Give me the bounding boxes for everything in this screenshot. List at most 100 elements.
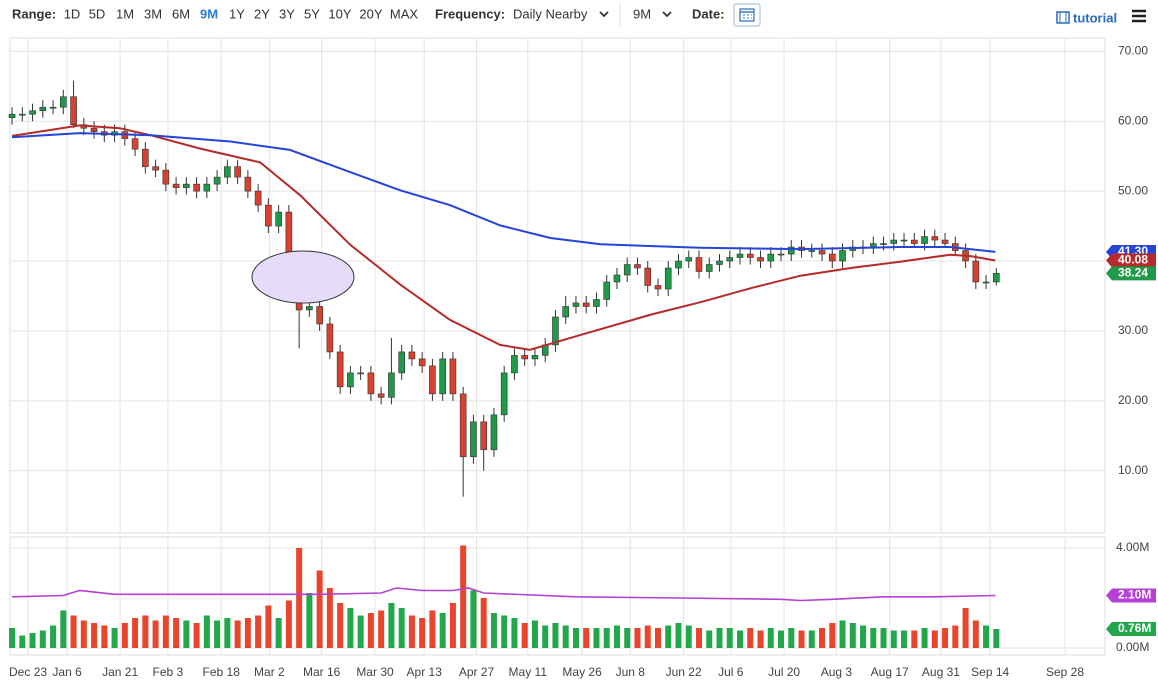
candle-body [295, 302, 303, 311]
volume-bar [624, 628, 631, 648]
candle-body [931, 236, 939, 241]
range-button[interactable]: 5D [89, 6, 106, 21]
x-tick-label: Jul 6 [718, 665, 744, 679]
range-button[interactable]: 3M [144, 6, 162, 21]
badge-shape [1106, 622, 1156, 636]
volume-bar [839, 620, 846, 648]
range-button[interactable]: 3Y [279, 6, 295, 21]
candle-body [705, 264, 713, 272]
range-button[interactable]: 9M [200, 6, 218, 21]
annotation-ellipse [251, 250, 355, 304]
candle-body [29, 110, 36, 115]
badge-text: 40.08 [1118, 253, 1148, 267]
candle-body [521, 355, 528, 360]
candle-body [347, 372, 354, 388]
volume-bar [993, 629, 1000, 648]
range-button[interactable]: 5Y [304, 6, 320, 21]
tutorial-link[interactable]: tutorial [1056, 10, 1117, 25]
candle-body [593, 299, 600, 307]
range-label: Range: [12, 6, 56, 21]
menu-button[interactable] [1132, 9, 1146, 23]
volume-bar [901, 630, 908, 648]
volume-bar [367, 613, 374, 648]
volume-bar [60, 610, 67, 648]
volume-bar [132, 618, 139, 648]
candle-body [921, 236, 928, 244]
volume-bar [870, 628, 877, 648]
candle-body [500, 372, 508, 416]
volume-bar [634, 628, 641, 648]
range-button[interactable]: 10Y [328, 6, 351, 21]
range-button[interactable]: 1Y [229, 6, 245, 21]
volume-bar [316, 570, 323, 648]
volume-bar [521, 623, 528, 648]
candle-body [60, 96, 67, 108]
volume-bar [337, 603, 344, 648]
last-price-badge: 38.24 [1106, 266, 1156, 281]
chevron[interactable] [599, 11, 609, 18]
candle-body [39, 106, 47, 112]
volume-bar [747, 628, 754, 648]
x-tick-label: Dec 23 [9, 665, 47, 679]
candle-body [808, 250, 816, 252]
volume-bar [101, 625, 108, 648]
volume-bar [613, 625, 620, 648]
candle-body [162, 169, 170, 185]
candle-body [746, 253, 754, 258]
tutorial-text[interactable]: tutorial [1073, 10, 1117, 25]
calendar-button[interactable] [733, 3, 761, 27]
candle-body [890, 239, 898, 244]
volume-bar [214, 620, 221, 648]
volume-bar [408, 615, 415, 648]
period-select[interactable]: 9M [633, 6, 651, 21]
y-tick-label: 60.00 [1118, 113, 1148, 127]
x-tick-label: Jan 6 [52, 665, 82, 679]
x-tick-label: Sep 14 [971, 665, 1009, 679]
x-tick-label: Mar 30 [356, 665, 394, 679]
candle-body [941, 239, 949, 244]
x-tick-label: Aug 31 [922, 665, 960, 679]
frequency-select[interactable]: Daily Nearby [513, 6, 588, 21]
volume-bar [603, 628, 610, 648]
volume-bar [644, 625, 651, 648]
x-tick-label: May 11 [509, 665, 548, 679]
date-label: Date: [692, 6, 725, 21]
volume-bar [296, 548, 303, 648]
candle-body [306, 306, 313, 311]
candle-body [418, 358, 426, 367]
volume-bar [255, 615, 262, 648]
marks [8, 80, 1000, 648]
volume-bar [942, 628, 949, 648]
candle-body [183, 183, 190, 188]
volume-bar [357, 615, 364, 648]
volume-bar [542, 625, 549, 648]
volume-bar [654, 628, 661, 648]
x-tick-label: Apr 27 [459, 665, 495, 679]
candle-body [234, 166, 241, 178]
range-button[interactable]: 1M [116, 6, 134, 21]
x-tick-label: Jan 21 [102, 665, 138, 679]
volume-bar [572, 628, 579, 648]
x-tick-label: Jul 20 [768, 665, 800, 679]
range-button[interactable]: MAX [390, 6, 419, 21]
candle-body [695, 257, 703, 272]
range-button[interactable]: 20Y [359, 6, 382, 21]
candle-body [19, 113, 26, 116]
volume-bar [234, 620, 241, 648]
volume-bar [142, 615, 149, 648]
chevron[interactable] [662, 11, 672, 18]
range-button[interactable]: 1D [64, 6, 81, 21]
candle-body [562, 306, 570, 318]
candle-body [972, 260, 980, 283]
range-button[interactable]: 6M [172, 6, 190, 21]
range-button[interactable]: 2Y [254, 6, 270, 21]
candle-body [910, 239, 918, 244]
candle-body [552, 316, 559, 346]
volume-bar [972, 620, 979, 648]
candle-body [224, 166, 231, 178]
volume-bar [388, 603, 395, 648]
volume-bar [80, 620, 87, 648]
volume-bar [111, 628, 118, 648]
badge-text: 0.76M [1118, 621, 1151, 635]
volume-bar [419, 618, 426, 648]
